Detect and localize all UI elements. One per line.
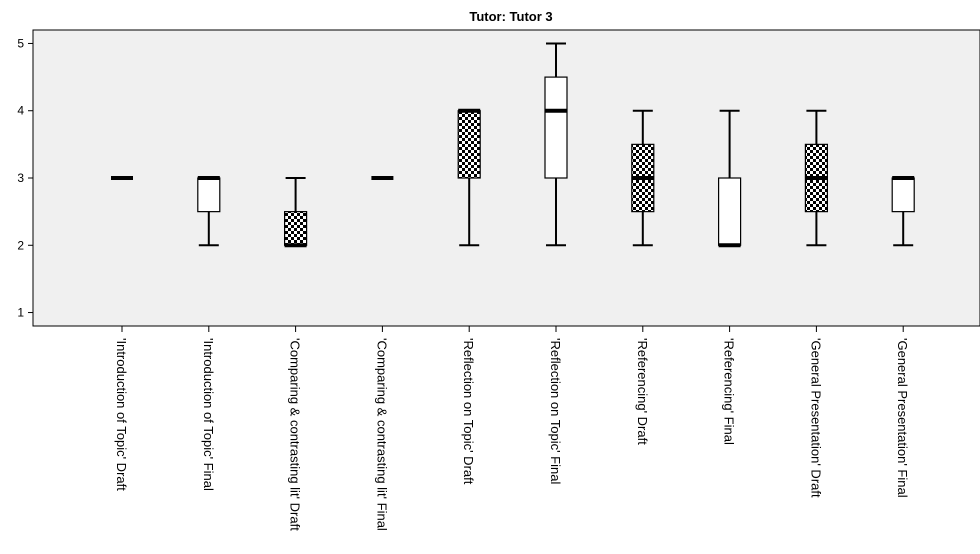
box-body xyxy=(197,177,221,213)
x-category-label: 'Referencing' Draft xyxy=(635,338,650,445)
box-2 xyxy=(197,176,221,247)
plot-area xyxy=(32,29,980,327)
box-body xyxy=(457,110,481,179)
x-category-label: 'Comparing & contrasting lit' Final xyxy=(374,338,389,531)
x-category-label: 'Reflection on Topic' Draft xyxy=(461,338,476,485)
box-9 xyxy=(804,109,829,247)
box-body xyxy=(544,76,568,179)
x-axis: 'Introduction of Topic' Draft 'Introducti… xyxy=(114,326,910,531)
y-tick-label: 4 xyxy=(17,104,24,118)
box-3 xyxy=(284,177,308,248)
y-tick-label: 5 xyxy=(17,36,24,50)
y-axis: 1 2 3 4 5 xyxy=(17,36,33,320)
x-category-label: 'Introduction of Topic' Draft xyxy=(114,338,129,491)
y-tick-label: 2 xyxy=(17,238,24,252)
box-5 xyxy=(457,108,481,247)
box-body xyxy=(717,177,742,246)
chart-title: Tutor: Tutor 3 xyxy=(469,9,552,24)
box-body xyxy=(284,211,308,246)
x-category-label: 'General Presentation' Final xyxy=(895,338,910,498)
x-category-label: 'Introduction of Topic' Final xyxy=(201,338,216,491)
x-category-label: 'Comparing & contrasting lit' Draft xyxy=(288,338,303,531)
box-7 xyxy=(631,109,655,247)
x-category-label: 'Reflection on Topic' Final xyxy=(548,338,563,484)
box-6 xyxy=(544,42,568,247)
y-tick-label: 1 xyxy=(17,306,24,320)
x-category-label: 'General Presentation' Draft xyxy=(808,338,823,498)
box-8 xyxy=(717,109,742,248)
box-body xyxy=(891,177,915,213)
box-10 xyxy=(891,176,915,247)
boxes-group xyxy=(111,42,915,248)
x-category-label: 'Referencing' Final xyxy=(722,338,737,445)
y-tick-label: 3 xyxy=(17,171,24,185)
